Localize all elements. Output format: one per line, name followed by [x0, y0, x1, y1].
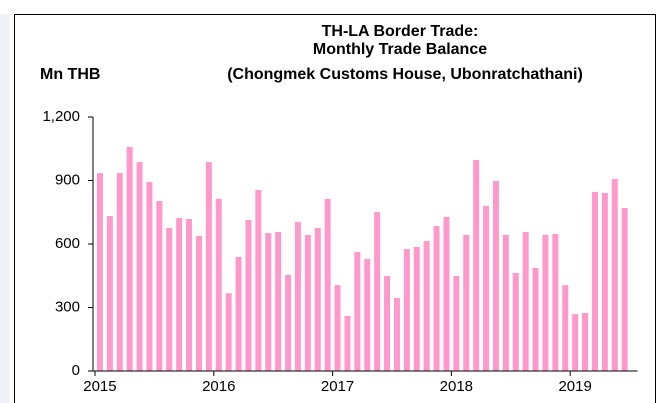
side-strip — [0, 14, 10, 403]
bar — [621, 208, 628, 371]
bar — [542, 234, 549, 371]
x-tick-label: 2016 — [202, 378, 235, 395]
bar — [265, 232, 272, 371]
bar — [334, 285, 341, 371]
bar — [96, 173, 103, 371]
bar — [344, 315, 351, 371]
y-tick-label: 600 — [55, 235, 80, 252]
bar — [156, 201, 163, 371]
x-tick-label: 2015 — [83, 378, 116, 395]
bar — [285, 274, 292, 371]
bar — [463, 234, 470, 371]
y-tick-label: 0 — [72, 362, 80, 379]
y-tick-label: 900 — [55, 171, 80, 188]
bar — [384, 275, 391, 371]
bar — [146, 181, 153, 371]
bar — [512, 272, 519, 371]
y-tick-label: 1,200 — [42, 108, 80, 125]
bar — [116, 173, 123, 371]
bar — [582, 313, 589, 371]
x-tick-label: 2019 — [558, 378, 591, 395]
bar — [413, 246, 420, 371]
bar — [186, 219, 193, 371]
chart-title: Monthly Trade Balance — [313, 41, 487, 58]
chart-title: (Chongmek Customs House, Ubonratchathani… — [227, 66, 583, 83]
bar — [364, 259, 371, 371]
bar — [106, 216, 113, 371]
bar — [275, 231, 282, 371]
bar — [354, 252, 361, 371]
bar — [473, 159, 480, 371]
bar — [225, 293, 232, 371]
bar — [532, 267, 539, 371]
bar — [176, 217, 183, 371]
bar — [601, 192, 608, 371]
bar — [502, 234, 509, 371]
x-tick-label: 2017 — [321, 378, 354, 395]
bar — [522, 231, 529, 371]
bar — [195, 235, 202, 371]
bar — [562, 285, 569, 371]
bar — [166, 227, 173, 371]
bar — [552, 234, 559, 371]
y-tick-label: 300 — [55, 298, 80, 315]
bar — [314, 227, 321, 371]
bar — [393, 297, 400, 371]
y-axis-label: Mn THB — [40, 66, 100, 83]
bar — [403, 249, 410, 371]
x-tick-label: 2018 — [440, 378, 473, 395]
bar — [304, 234, 311, 371]
bar — [255, 190, 262, 371]
bar — [572, 314, 579, 371]
bar — [205, 162, 212, 371]
chart-title: TH-LA Border Trade: — [322, 23, 479, 40]
bar — [215, 198, 222, 371]
bar — [453, 275, 460, 371]
bar — [433, 226, 440, 371]
bar — [611, 179, 618, 371]
bar — [324, 198, 331, 371]
bar — [492, 180, 499, 371]
bar — [374, 212, 381, 371]
bar — [483, 205, 490, 371]
bar — [591, 191, 598, 371]
bar — [136, 162, 143, 371]
bar — [423, 241, 430, 371]
bar — [294, 221, 301, 371]
frame — [14, 14, 656, 403]
bar — [126, 147, 133, 371]
bar — [443, 216, 450, 371]
bar — [235, 256, 242, 371]
bar — [245, 220, 252, 371]
